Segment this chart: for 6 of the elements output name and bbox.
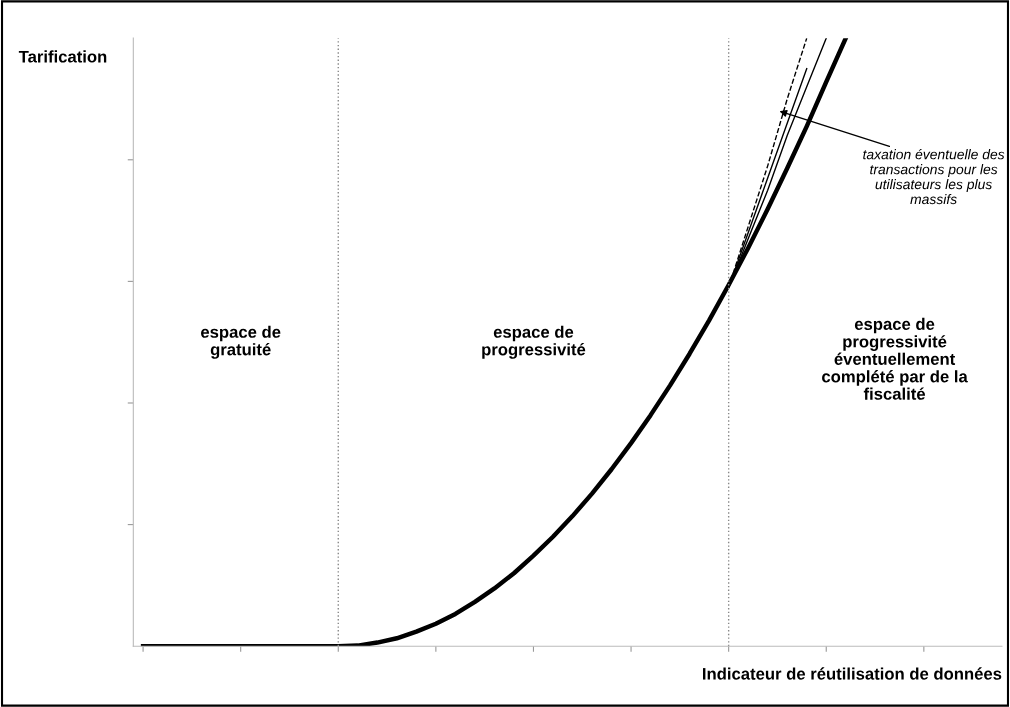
annotation: espace de gratuité — [201, 325, 281, 359]
annotation: espace de progressivité éventuellement complété par de la fiscalité — [822, 317, 968, 400]
x-axis-title: Indicateur de réutilisation de données — [703, 667, 1002, 680]
annotation: taxation éventuelle des transactions pour les utilisateurs les plus massifs — [863, 148, 1005, 205]
y-axis-title: Tarification — [18, 50, 107, 63]
annotation: espace de progressivité — [482, 325, 586, 359]
